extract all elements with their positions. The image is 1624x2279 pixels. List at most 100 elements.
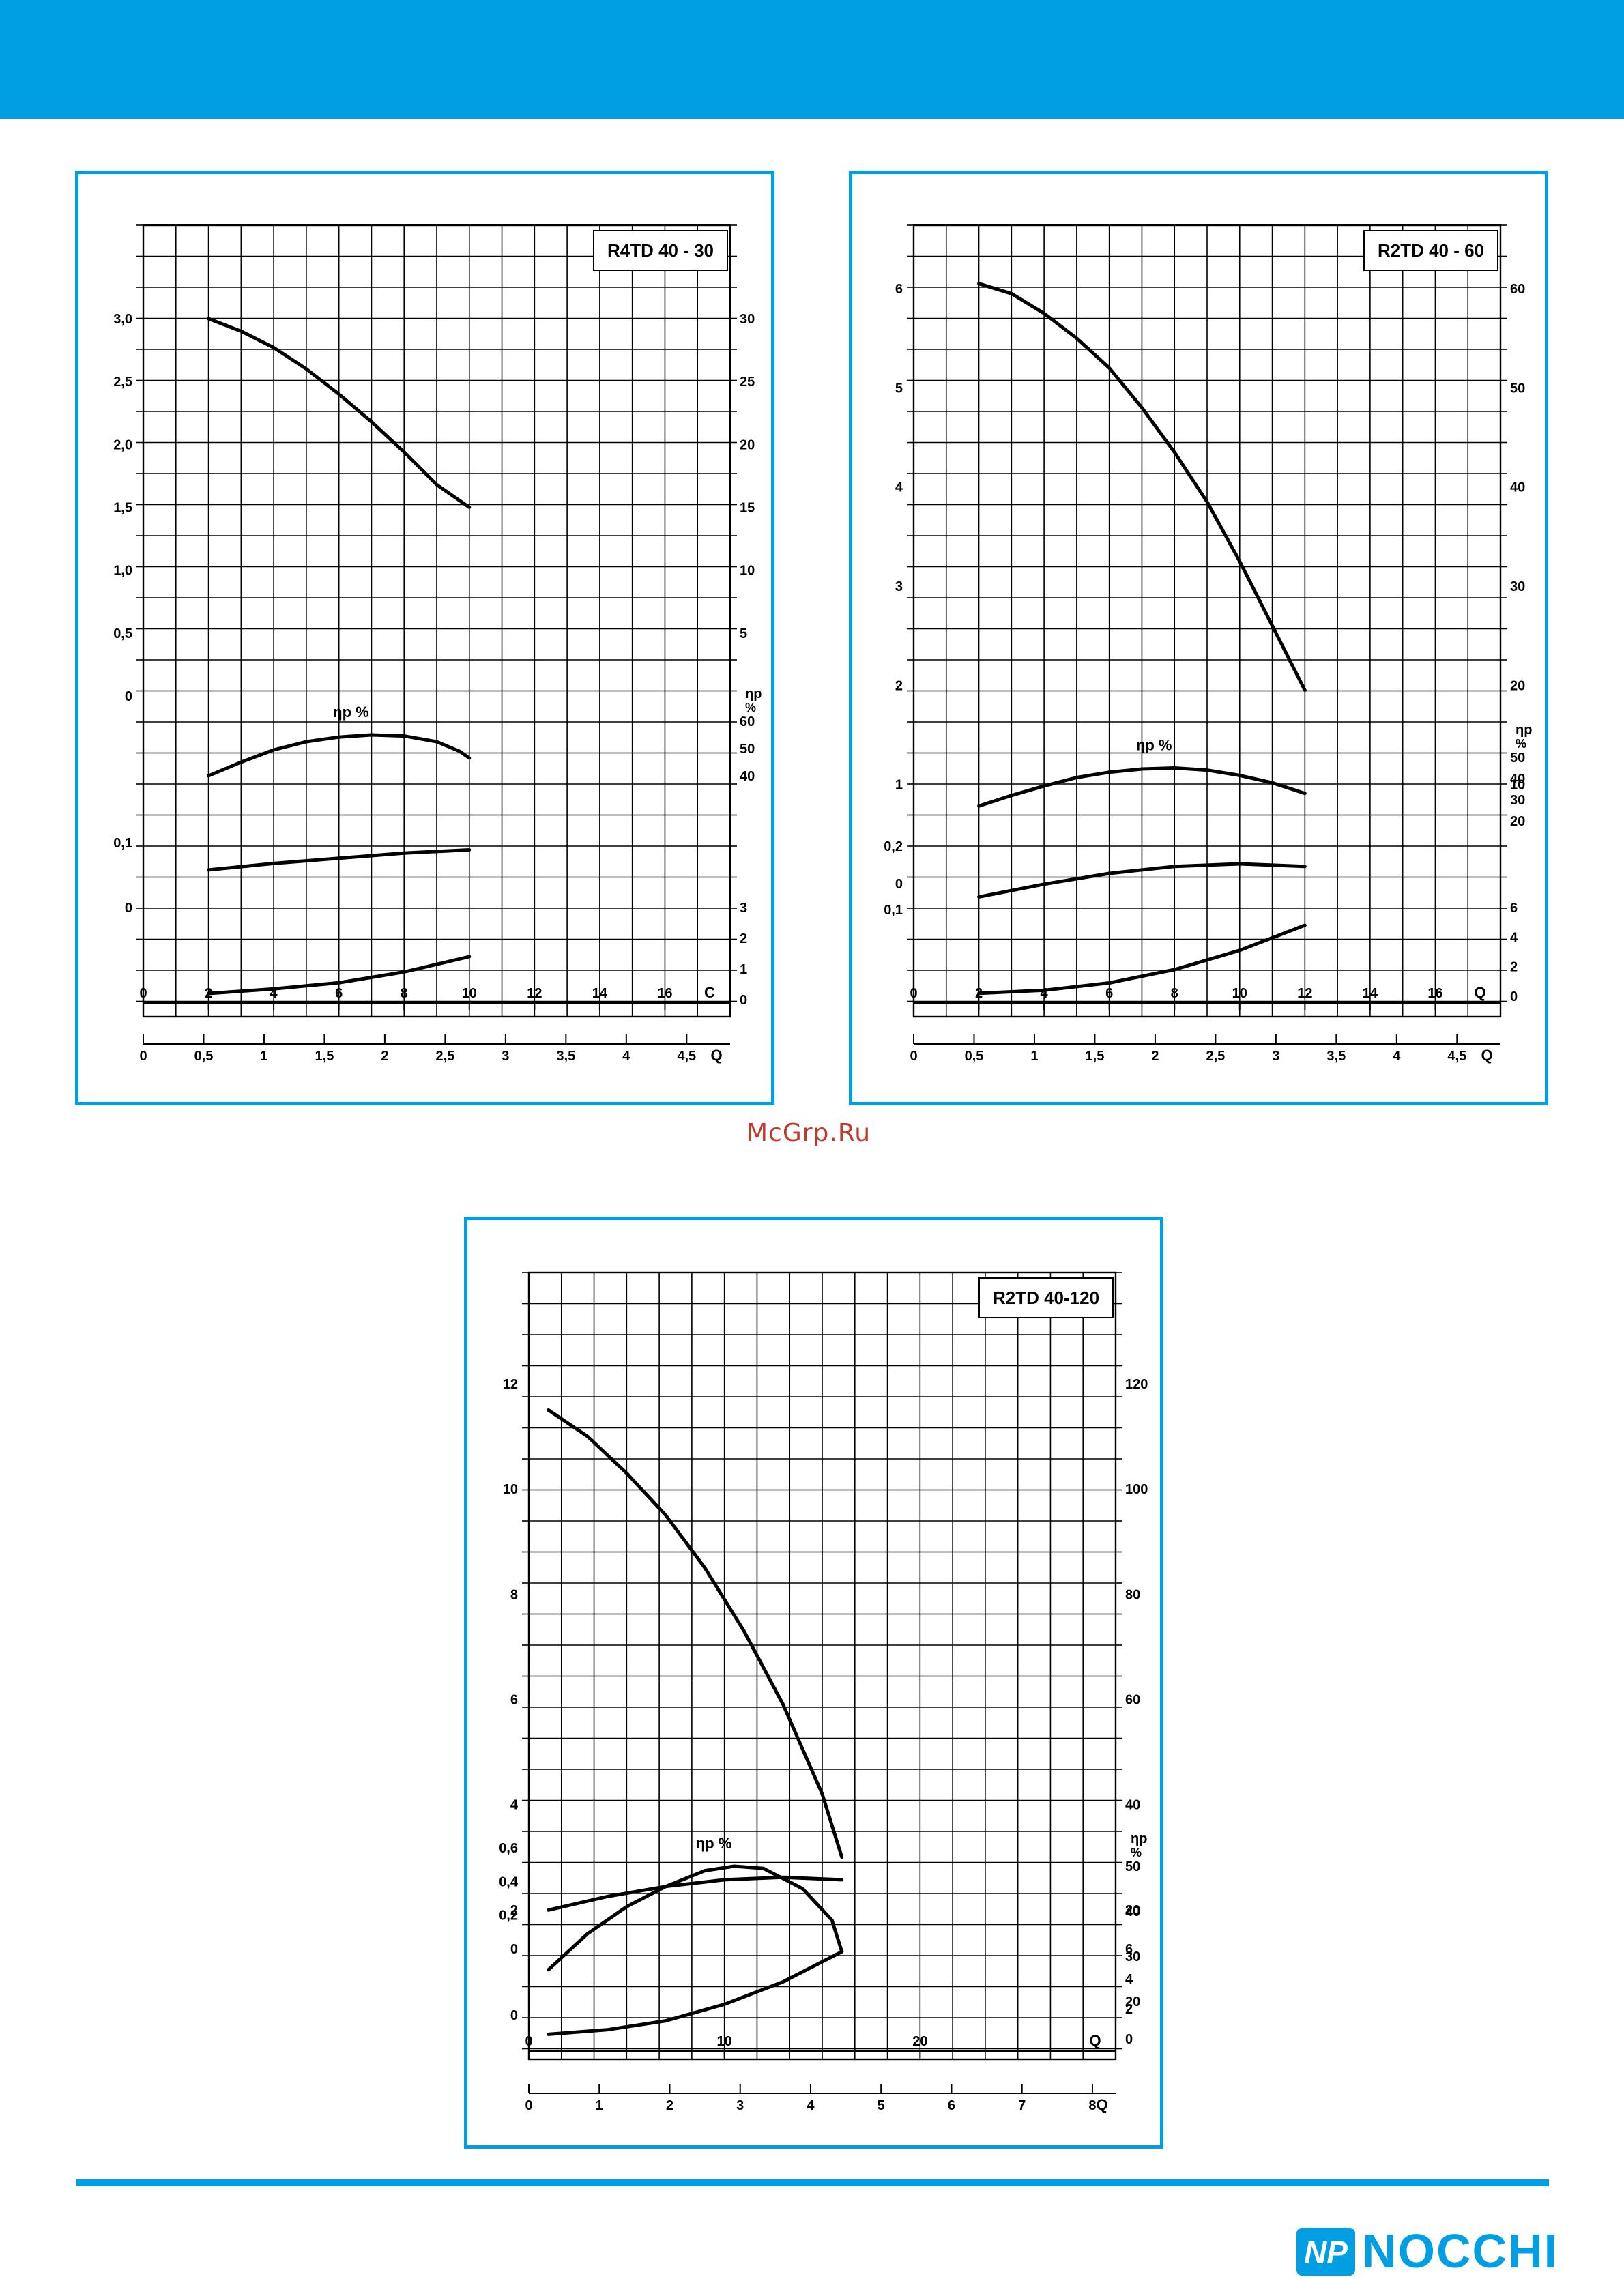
head-curve	[547, 1408, 844, 1859]
x2-tick-label: 4	[622, 1049, 630, 1064]
efficiency-curve	[977, 766, 1307, 808]
head-left-tick: 0	[125, 689, 132, 704]
x2-tick-label: 1	[596, 2098, 603, 2113]
head-right-tick: 5	[740, 626, 747, 641]
x-tick-label: 14	[592, 986, 608, 1001]
head-right-tick: 120	[1125, 1377, 1148, 1392]
top-banner	[0, 0, 1624, 119]
chart-title: R4TD 40 - 30	[607, 240, 714, 261]
efficiency-curve	[547, 1864, 844, 1972]
x2-tick-label: 1	[1030, 1049, 1038, 1064]
power-tick: 0,2	[499, 1908, 518, 1924]
x-axis-label-secondary: Q	[1096, 2096, 1107, 2113]
eff-tick: 50	[740, 742, 755, 757]
watermark-text: McGrp.Ru	[746, 1119, 871, 1147]
head-left-tick: 2,5	[113, 375, 132, 390]
x-tick-label: 8	[1171, 986, 1178, 1001]
x2-tick-label: 3	[502, 1049, 509, 1064]
grid-frame	[912, 224, 1502, 1018]
eff-tick: 30	[1510, 793, 1525, 808]
x-axis-label-primary: Q	[1089, 2032, 1101, 2049]
npsh-tick: 0	[740, 993, 747, 1008]
head-left-tick: 2	[510, 1903, 518, 1918]
chart-svg: R2TD 40 - 600 2 4 6 8 10 12 14 16 Q0 0,5 1 1,5 2 2,5 3 3…	[884, 224, 1532, 1064]
x-tick-label: 12	[1297, 986, 1312, 1001]
head-left-tick: 3	[895, 579, 903, 594]
head-right-tick: 25	[740, 375, 755, 390]
head-left-tick: 0	[895, 877, 903, 892]
brand-mark-text: NP	[1304, 2235, 1348, 2270]
npsh-tick: 6	[1125, 1942, 1133, 1957]
head-right-tick: 100	[1125, 1482, 1148, 1497]
power-tick: 0,1	[884, 903, 903, 918]
chart-title: R2TD 40-120	[993, 1288, 1099, 1308]
x2-tick-label: 3,5	[556, 1049, 575, 1064]
x2-tick-label: 0	[910, 1049, 917, 1064]
x2-tick-label: 3	[736, 2098, 744, 2113]
x-tick-label: 0	[910, 986, 917, 1001]
head-left-tick: 1,0	[113, 564, 132, 579]
x-axis-label-secondary: Q	[710, 1047, 722, 1064]
head-right-tick: 60	[1510, 282, 1525, 297]
x-axis-label-primary: Q	[1474, 984, 1485, 1001]
eff-tick: 50	[1510, 751, 1525, 766]
brand-mark-svg: NP	[1296, 2228, 1355, 2276]
power-tick: 0,1	[113, 836, 132, 851]
chart-title-box	[1363, 230, 1498, 271]
power-curve	[207, 848, 472, 872]
head-left-tick: 5	[895, 381, 903, 396]
power-tick: 0,6	[499, 1841, 518, 1856]
brand-name: NOCCHI	[1362, 2224, 1559, 2278]
eta-axis-label: ηp	[1516, 723, 1532, 738]
brand-logo: NP NOCCHI	[1296, 2224, 1557, 2278]
eff-tick: 50	[1125, 1859, 1140, 1874]
x2-tick-label: 0,5	[965, 1049, 984, 1064]
x-axis-label-secondary: Q	[1481, 1047, 1492, 1064]
chart-grid	[522, 1271, 1122, 2061]
npsh-tick: 0	[1510, 989, 1518, 1004]
eta-percent-label: %	[745, 701, 756, 714]
eta-curve-label: ηp %	[333, 703, 369, 721]
head-right-tick: 30	[740, 312, 755, 327]
eff-tick: 20	[1125, 1994, 1140, 2009]
head-right-tick: 20	[1510, 678, 1525, 693]
x2-tick-label: 2,5	[435, 1049, 454, 1064]
head-right-tick: 20	[740, 437, 755, 452]
power-curve	[977, 862, 1307, 899]
brand-mark-icon: NP	[1296, 2228, 1355, 2276]
head-left-tick: 6	[510, 1693, 518, 1708]
x2-tick-label: 7	[1018, 2098, 1026, 2113]
x2-tick-label: 2	[381, 1049, 388, 1064]
x2-tick-label: 2	[1151, 1049, 1159, 1064]
head-right-tick: 10	[740, 564, 755, 579]
grid-frame	[527, 1271, 1117, 2061]
head-curve	[977, 282, 1307, 693]
chart-title-box	[593, 230, 728, 271]
x-tick-label: 16	[1427, 986, 1442, 1001]
x2-tick-label: 3	[1272, 1049, 1279, 1064]
x-tick-label: 12	[527, 986, 542, 1001]
npsh-curve	[977, 923, 1307, 996]
footer-divider	[76, 2179, 1549, 2186]
chart-panel-r2td-40-120: R2TD 40-120 0 10 20 Q 0 1 2 3 4 5 6 7 8 Q 0 2 4 6 8 10 12 20 40…	[464, 1217, 1163, 2149]
npsh-tick: 2	[1125, 2002, 1133, 2017]
npsh-tick: 1	[740, 962, 747, 977]
head-left-tick: 4	[510, 1798, 519, 1813]
eff-tick: 30	[1125, 1949, 1140, 1964]
npsh-curve	[207, 955, 472, 996]
head-right-tick: 40	[1510, 480, 1525, 495]
head-left-tick: 0	[510, 2008, 518, 2023]
head-left-tick: 2,0	[113, 437, 132, 452]
eff-tick: 20	[1510, 814, 1525, 829]
x2-tick-label: 4	[807, 2098, 815, 2113]
npsh-tick: 0	[1125, 2032, 1133, 2047]
head-right-tick: 50	[1510, 381, 1525, 396]
efficiency-curve	[207, 733, 472, 778]
x2-tick-label: 6	[948, 2098, 955, 2113]
chart-title-box	[978, 1277, 1114, 1318]
x2-tick-label: 4	[1393, 1049, 1401, 1064]
x-tick-label: 0	[525, 2034, 532, 2049]
x-tick-label: 10	[462, 986, 477, 1001]
npsh-curve	[547, 1949, 844, 2036]
chart-panel-r2td-40-60: R2TD 40 - 60 0 2 4 6 8 10 12 14 16 Q 0 0,5 1 1,5 2 2,5 3 3…	[849, 171, 1548, 1105]
